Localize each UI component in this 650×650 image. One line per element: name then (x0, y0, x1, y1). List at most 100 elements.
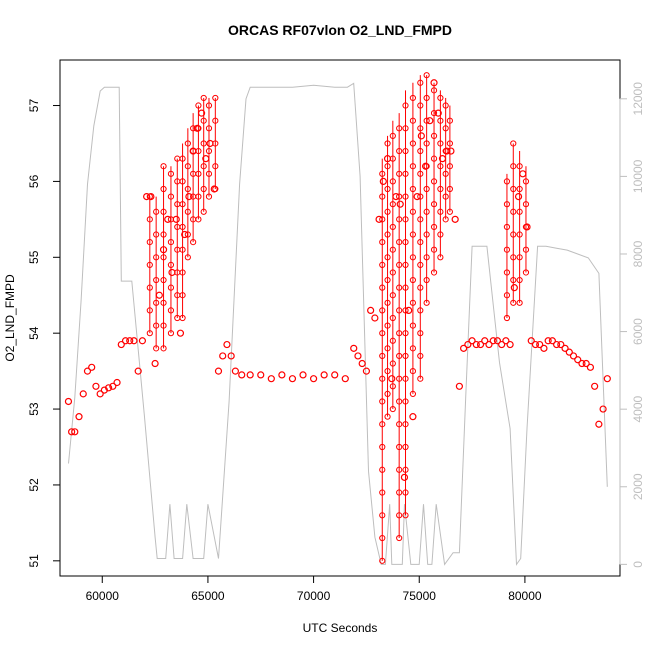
data-point (358, 359, 366, 368)
data-point (396, 239, 403, 246)
data-point (402, 375, 409, 382)
data-point (184, 208, 191, 215)
data-point (446, 117, 453, 124)
data-point (179, 269, 186, 276)
data-point (210, 185, 218, 193)
data-point (350, 344, 358, 352)
data-point (544, 337, 552, 345)
data-point (379, 489, 386, 496)
data-point (379, 239, 386, 246)
data-point (565, 348, 573, 356)
data-point (379, 534, 386, 542)
data-point (193, 124, 201, 132)
data-point (409, 185, 417, 193)
data-point (402, 466, 409, 473)
data-point (389, 178, 396, 185)
data-point (510, 163, 517, 170)
x-axis: 60000 65000 70000 75000 80000 (86, 575, 542, 603)
data-point (231, 367, 239, 375)
data-point (396, 421, 403, 428)
x-axis-label: UTC Seconds (303, 621, 378, 635)
data-point (202, 155, 210, 163)
data-point (442, 193, 449, 200)
data-point (503, 292, 511, 299)
data-point (160, 163, 167, 170)
data-point (96, 390, 104, 398)
data-point (503, 223, 511, 231)
data-point (379, 466, 386, 473)
data-point (430, 201, 438, 208)
data-point (384, 140, 391, 147)
data-point (389, 314, 396, 322)
data-point (402, 147, 409, 155)
data-point (476, 340, 485, 349)
data-point (417, 307, 424, 314)
data-point (498, 340, 506, 349)
data-point (384, 254, 391, 261)
data-point (417, 102, 424, 109)
data-point (561, 344, 569, 352)
data-point (160, 322, 167, 329)
data-point (146, 239, 153, 246)
secondary-y-axis: 0 2000 4000 6000 8000 10000 12000 (619, 82, 645, 568)
data-point (400, 473, 409, 481)
data-point (379, 443, 386, 451)
data-point (389, 337, 396, 344)
data-point (134, 367, 142, 375)
data-point (396, 193, 403, 200)
data-point (184, 254, 191, 261)
data-point (384, 185, 391, 193)
data-point (195, 102, 202, 109)
data-point (553, 340, 561, 349)
data-point (153, 299, 160, 306)
data-point (146, 284, 153, 291)
y-tick-label: 54 (27, 326, 41, 340)
data-point (396, 534, 403, 542)
data-point (451, 215, 459, 223)
data-point (396, 443, 403, 451)
data-point (402, 216, 409, 223)
data-point (389, 292, 396, 299)
data-point (384, 208, 391, 215)
data-point (195, 216, 202, 223)
data-point (176, 329, 185, 337)
data-point (569, 352, 578, 360)
y-tick-label: 52 (27, 478, 41, 492)
data-point (383, 155, 392, 163)
data-point (510, 185, 517, 193)
y2-tick-label: 2000 (631, 473, 645, 500)
data-point (510, 208, 517, 215)
data-point (160, 254, 167, 261)
data-point (396, 330, 403, 337)
data-point (423, 231, 430, 238)
data-point (384, 413, 391, 420)
data-point (160, 345, 167, 352)
data-point (179, 223, 186, 231)
data-point (200, 208, 207, 215)
data-point (200, 117, 207, 124)
data-point (417, 170, 424, 177)
data-point (506, 340, 514, 349)
data-point (516, 163, 523, 170)
data-point (200, 163, 207, 170)
data-point (389, 223, 396, 231)
data-point (206, 139, 214, 148)
data-point (409, 322, 417, 329)
data-point (442, 216, 449, 223)
data-point (379, 170, 386, 177)
data-point (195, 170, 202, 177)
y-axis: 51 52 53 54 55 56 57 (27, 99, 61, 568)
data-point (379, 398, 386, 405)
data-point (205, 125, 213, 132)
data-point (189, 147, 197, 155)
data-point (438, 155, 447, 163)
data-point (396, 216, 403, 223)
data-point (485, 340, 493, 349)
data-point (167, 170, 175, 177)
data-point (341, 375, 349, 383)
data-point (510, 284, 518, 292)
data-point (402, 512, 409, 519)
data-point (540, 344, 548, 352)
data-point (402, 170, 409, 177)
data-point (472, 340, 480, 349)
